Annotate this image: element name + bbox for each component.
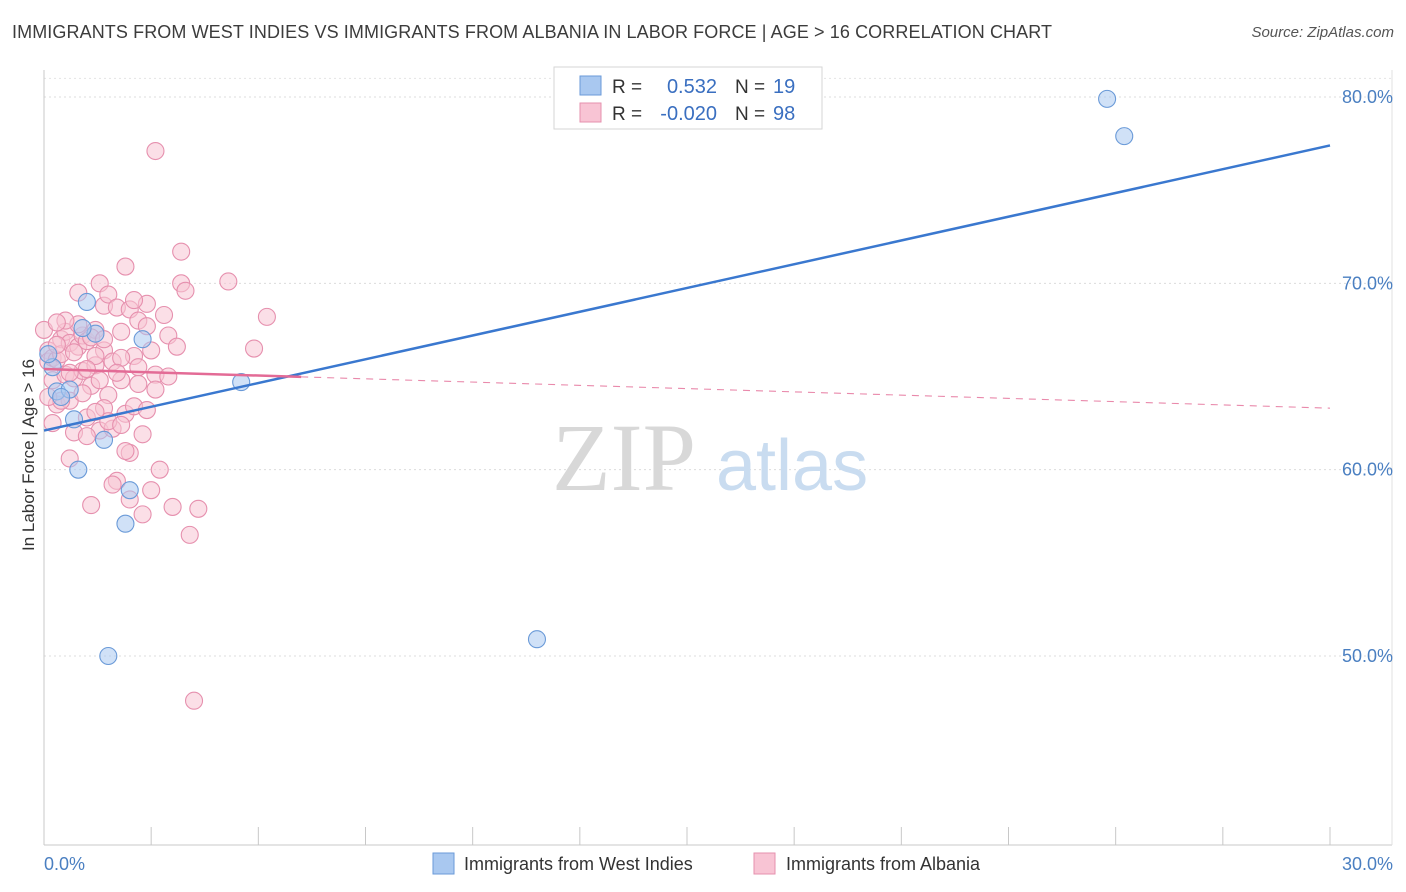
point-albania	[184, 691, 204, 710]
legend-r-value-west-indies: 0.532	[667, 76, 717, 98]
trend-lines	[43, 144, 1331, 432]
point-west-indies	[39, 345, 58, 364]
point-albania	[257, 307, 276, 326]
point-west-indies	[52, 387, 71, 407]
point-west-indies	[73, 319, 92, 338]
point-albania	[146, 141, 165, 161]
point-west-indies	[77, 292, 96, 312]
point-albania	[82, 496, 101, 515]
legend-r-label: R =	[612, 77, 642, 98]
grid-lines	[44, 77, 1392, 657]
point-albania	[112, 348, 131, 367]
point-albania	[142, 481, 161, 500]
point-west-indies	[120, 481, 139, 500]
legend-n-value-albania: 98	[773, 103, 795, 125]
y-tick-label: 80.0%	[1342, 87, 1393, 107]
trend-line-west-indies	[43, 144, 1331, 432]
point-albania	[176, 281, 195, 300]
point-west-indies	[69, 460, 88, 479]
y-tick-label: 70.0%	[1342, 273, 1393, 293]
point-albania	[99, 285, 118, 304]
legend-n-value-west-indies: 19	[773, 76, 795, 98]
series-legend: Immigrants from West Indies Immigrants f…	[432, 852, 981, 875]
point-west-indies	[133, 330, 152, 349]
point-albania	[154, 305, 174, 325]
point-albania	[133, 425, 152, 444]
watermark-atlas: atlas	[716, 426, 868, 506]
trend-line-albania-dashed	[301, 376, 1331, 409]
point-albania	[167, 337, 186, 356]
legend-r-label: R =	[612, 104, 642, 125]
point-albania	[219, 272, 238, 291]
watermark: ZIP atlas	[552, 404, 868, 511]
data-points	[34, 89, 1134, 710]
legend-r-value-albania: -0.020	[660, 103, 717, 125]
watermark-zip: ZIP	[552, 404, 696, 511]
point-albania	[163, 497, 182, 516]
point-albania	[172, 242, 191, 261]
point-albania	[159, 367, 178, 386]
point-albania	[116, 441, 135, 461]
legend-n-label: N =	[735, 104, 765, 125]
point-albania	[86, 346, 105, 366]
point-albania	[64, 343, 84, 362]
point-west-indies	[99, 646, 118, 666]
point-albania	[146, 380, 165, 399]
point-albania	[116, 257, 135, 276]
bottom-legend-swatch-albania	[753, 852, 776, 875]
legend-swatch-albania	[579, 102, 602, 123]
point-albania	[180, 525, 199, 544]
point-albania	[77, 427, 96, 446]
axes	[43, 70, 1393, 846]
bottom-legend-swatch-west-indies	[432, 852, 455, 875]
legend-n-label: N =	[735, 77, 765, 98]
point-west-indies	[116, 514, 135, 533]
legend-swatch-west-indies	[579, 75, 602, 96]
source-label: Source: ZipAtlas.com	[1251, 24, 1394, 41]
point-albania	[112, 415, 131, 434]
point-albania	[112, 322, 131, 341]
x-tick-label: 30.0%	[1342, 854, 1393, 874]
trend-line-albania	[43, 367, 302, 379]
point-albania	[47, 313, 66, 332]
x-tick-label: 0.0%	[44, 854, 85, 874]
point-albania	[129, 374, 148, 394]
x-tick-labels: 0.0% 30.0%	[44, 854, 1393, 874]
bottom-legend-label-albania: Immigrants from Albania	[786, 854, 981, 874]
y-tick-label: 60.0%	[1342, 460, 1393, 480]
point-albania	[189, 499, 208, 518]
y-tick-label: 50.0%	[1342, 646, 1393, 666]
point-albania	[150, 460, 169, 479]
point-albania	[107, 363, 126, 382]
point-albania	[103, 475, 122, 494]
correlation-legend: R = 0.532 N = 19 R = -0.020 N = 98	[553, 66, 823, 130]
point-west-indies	[94, 430, 114, 449]
point-albania	[244, 339, 264, 358]
y-tick-labels: 80.0% 70.0% 60.0% 50.0%	[1342, 87, 1393, 666]
point-west-indies	[1098, 89, 1117, 108]
point-west-indies	[1115, 127, 1134, 146]
y-axis-title: In Labor Force | Age > 16	[19, 359, 38, 551]
point-albania	[133, 505, 152, 524]
bottom-legend-label-west-indies: Immigrants from West Indies	[464, 854, 693, 874]
point-albania	[124, 291, 144, 310]
point-albania	[60, 363, 79, 382]
point-west-indies	[527, 630, 547, 649]
chart-title: IMMIGRANTS FROM WEST INDIES VS IMMIGRANT…	[12, 22, 1053, 42]
